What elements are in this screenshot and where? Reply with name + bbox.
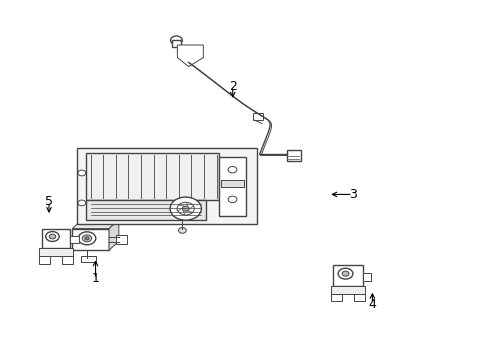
FancyBboxPatch shape xyxy=(172,40,181,47)
Polygon shape xyxy=(109,220,119,250)
FancyBboxPatch shape xyxy=(117,235,127,244)
Circle shape xyxy=(85,237,89,240)
FancyBboxPatch shape xyxy=(62,256,73,264)
FancyBboxPatch shape xyxy=(331,294,342,301)
Circle shape xyxy=(177,202,195,215)
Polygon shape xyxy=(177,45,203,67)
Text: 2: 2 xyxy=(229,80,237,93)
Polygon shape xyxy=(333,265,363,286)
Circle shape xyxy=(170,197,201,220)
Circle shape xyxy=(46,231,59,242)
Polygon shape xyxy=(73,220,119,229)
Circle shape xyxy=(49,234,56,239)
Circle shape xyxy=(178,228,186,233)
FancyBboxPatch shape xyxy=(331,286,365,294)
FancyBboxPatch shape xyxy=(219,157,246,216)
FancyBboxPatch shape xyxy=(363,273,371,281)
FancyBboxPatch shape xyxy=(81,256,96,262)
Text: 3: 3 xyxy=(349,188,357,201)
FancyBboxPatch shape xyxy=(86,199,206,220)
Circle shape xyxy=(78,170,86,176)
Circle shape xyxy=(338,268,353,279)
Circle shape xyxy=(182,206,189,211)
Circle shape xyxy=(228,166,237,173)
FancyBboxPatch shape xyxy=(77,148,257,224)
FancyBboxPatch shape xyxy=(354,294,365,301)
Text: 5: 5 xyxy=(45,195,53,208)
Text: 4: 4 xyxy=(368,298,376,311)
Circle shape xyxy=(78,232,96,245)
FancyBboxPatch shape xyxy=(70,235,79,243)
Circle shape xyxy=(228,196,237,203)
FancyBboxPatch shape xyxy=(39,256,50,264)
FancyBboxPatch shape xyxy=(253,113,263,120)
FancyBboxPatch shape xyxy=(221,180,244,188)
Circle shape xyxy=(82,235,92,242)
Text: 1: 1 xyxy=(92,273,99,285)
FancyBboxPatch shape xyxy=(86,153,219,199)
Circle shape xyxy=(171,36,182,45)
Polygon shape xyxy=(73,229,109,250)
Circle shape xyxy=(78,200,86,206)
Polygon shape xyxy=(42,229,70,248)
FancyBboxPatch shape xyxy=(287,150,301,161)
Circle shape xyxy=(342,271,349,276)
FancyBboxPatch shape xyxy=(39,248,73,256)
